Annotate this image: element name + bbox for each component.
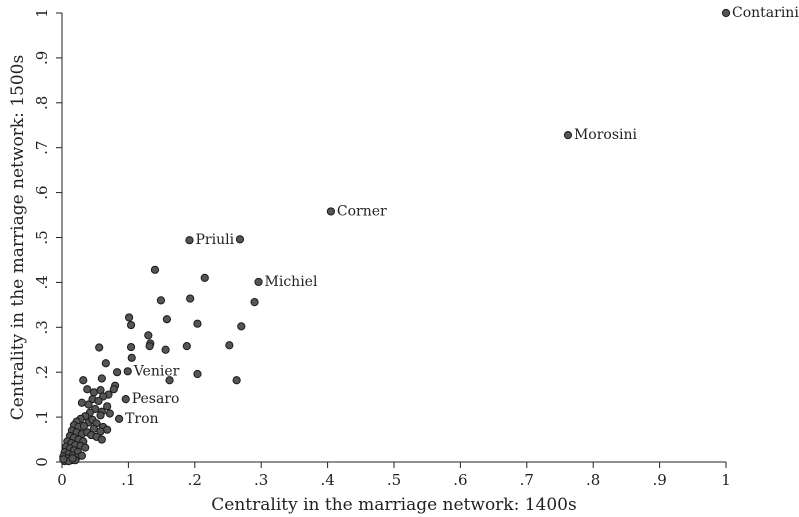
x-tick-label: .1 (121, 471, 135, 489)
point-label-corner: Corner (337, 203, 387, 219)
x-tick-label: .4 (320, 471, 334, 489)
data-point (127, 353, 136, 362)
x-tick-label: 0 (57, 471, 67, 489)
data-point (235, 235, 245, 244)
y-tick-label: .2 (33, 365, 51, 379)
data-point (200, 273, 209, 283)
data-point (126, 342, 136, 352)
data-point (103, 402, 112, 411)
y-tick-label: 0 (33, 457, 51, 467)
y-tick-label: .3 (33, 320, 51, 334)
x-axis-title: Centrality in the marriage network: 1400… (211, 495, 576, 515)
data-point (563, 131, 573, 140)
data-point (81, 443, 90, 452)
data-point (162, 315, 172, 324)
y-tick-label: .6 (33, 185, 51, 199)
x-tick-label: .6 (453, 471, 467, 489)
data-point (124, 313, 134, 322)
data-point (109, 385, 118, 394)
data-point (193, 369, 202, 379)
data-point (161, 345, 170, 354)
data-point (96, 411, 105, 420)
data-point (145, 342, 154, 351)
data-point (193, 319, 202, 328)
data-point (59, 455, 68, 464)
data-point (79, 421, 89, 431)
point-label-morosini: Morosini (574, 127, 638, 143)
y-ticks: 0 .1 .2 .3 .4 .5 .6 .7 .8 .9 1 (33, 8, 62, 467)
point-labels: Contarini Morosini Corner Priuli Michiel Veni… (125, 5, 799, 427)
y-tick-label: 1 (33, 8, 51, 18)
data-point (84, 400, 93, 409)
data-point (225, 341, 234, 350)
x-tick-label: .5 (387, 471, 401, 489)
data-point (97, 435, 106, 444)
data-point (144, 331, 153, 340)
data-point (96, 427, 105, 436)
data-point (113, 368, 122, 377)
data-points (59, 8, 731, 466)
data-point (123, 367, 132, 376)
data-point (232, 376, 241, 385)
data-point (77, 451, 87, 460)
x-tick-label: .7 (520, 471, 534, 489)
data-point (185, 236, 194, 245)
x-tick-label: .8 (586, 471, 600, 489)
data-point (68, 454, 77, 463)
x-ticks: 0 .1 .2 .3 .4 .5 .6 .7 .8 .9 1 (57, 462, 731, 489)
data-point (79, 376, 88, 385)
data-point (150, 265, 160, 274)
y-tick-label: .5 (33, 230, 51, 244)
data-point (94, 396, 103, 406)
y-tick-label: .1 (33, 410, 51, 424)
data-point (77, 398, 87, 407)
data-point (115, 414, 124, 423)
data-point (105, 409, 114, 418)
data-point (97, 374, 106, 383)
data-point (126, 320, 136, 330)
data-point (186, 294, 195, 303)
data-point (83, 385, 92, 394)
data-point (254, 277, 263, 287)
data-point (156, 296, 166, 305)
point-label-venier: Venier (133, 363, 180, 379)
y-tick-label: .7 (33, 141, 51, 155)
x-tick-label: 1 (721, 471, 731, 489)
data-point (121, 395, 130, 404)
data-point (250, 298, 259, 307)
point-label-michiel: Michiel (265, 274, 318, 290)
y-axis-title: Centrality in the marriage network: 1500… (8, 55, 28, 420)
point-label-contarini: Contarini (732, 5, 799, 21)
point-label-priuli: Priuli (195, 232, 234, 248)
point-label-tron: Tron (125, 411, 158, 427)
data-point (721, 8, 731, 18)
data-point (89, 388, 98, 397)
data-point (182, 342, 191, 351)
data-point (326, 207, 336, 216)
x-tick-label: .9 (652, 471, 666, 489)
point-label-pesaro: Pesaro (132, 391, 180, 407)
x-tick-label: .3 (254, 471, 268, 489)
y-tick-label: .4 (33, 275, 51, 289)
y-tick-label: .9 (33, 51, 51, 65)
data-point (95, 343, 104, 352)
data-point (101, 359, 110, 368)
data-point (237, 322, 246, 331)
data-point (103, 425, 112, 434)
y-tick-label: .8 (33, 96, 51, 110)
x-tick-label: .2 (188, 471, 202, 489)
data-point (165, 376, 174, 385)
